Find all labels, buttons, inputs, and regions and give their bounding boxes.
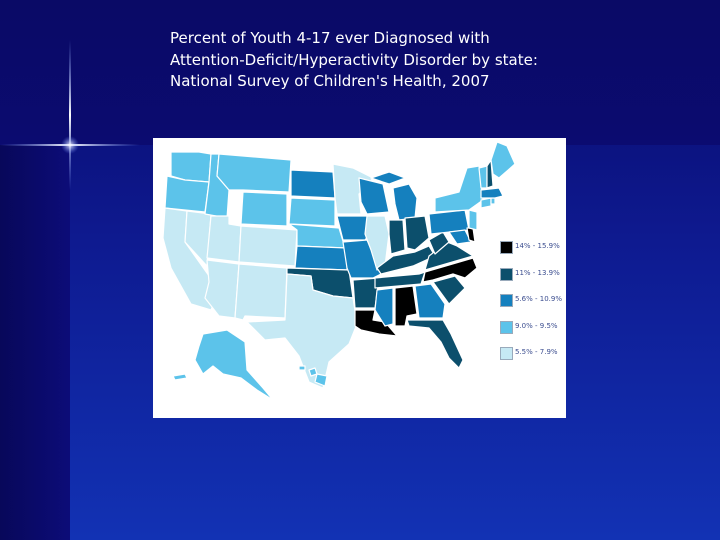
title-line-2: Attention-Deficit/Hyperactivity Disorder… — [170, 50, 538, 69]
legend-item: 5.6% - 10.9% — [500, 294, 562, 321]
state-nm — [234, 263, 288, 321]
state-ny — [434, 165, 484, 213]
state-wy — [240, 191, 288, 227]
sparkle-decoration — [0, 40, 140, 190]
legend-swatch — [500, 320, 513, 334]
state-sc — [432, 275, 466, 305]
state-al — [394, 285, 418, 327]
state-ut — [206, 215, 242, 263]
state-co — [238, 225, 298, 267]
state-ms — [374, 287, 394, 327]
state-sd — [288, 197, 336, 227]
state-ma — [480, 187, 504, 199]
state-tx — [246, 273, 358, 389]
state-wa — [170, 151, 212, 183]
legend-label: 9.0% - 9.5% — [515, 321, 558, 330]
state-nd — [290, 169, 336, 199]
legend-label: 5.6% - 10.9% — [515, 295, 562, 303]
slide-title: Percent of Youth 4-17 ever Diagnosed wit… — [170, 28, 590, 93]
state-la — [354, 309, 398, 337]
legend-swatch — [500, 294, 513, 307]
state-oh — [404, 215, 430, 251]
state-mn — [332, 163, 374, 215]
state-ri — [490, 197, 496, 205]
state-nj — [468, 209, 478, 231]
state-ks — [294, 245, 348, 271]
legend-item: 14% - 15.9% — [500, 241, 560, 268]
legend-label: 11% - 13.9% — [515, 268, 560, 277]
state-vt — [478, 165, 488, 189]
state-wv — [428, 231, 450, 255]
legend-item: 9.0% - 9.5% — [500, 320, 560, 348]
state-hi-2 — [308, 367, 318, 377]
state-tn — [374, 271, 426, 289]
state-mi-up — [370, 171, 406, 185]
state-ak — [194, 329, 274, 401]
state-ga — [414, 283, 446, 319]
legend-swatch — [500, 241, 513, 254]
us-choropleth-map: 14% - 15.9% 11% - 13.9% 5.6% - 10.9% 9.0… — [153, 138, 566, 418]
state-mi — [392, 183, 418, 221]
legend-item: 11% - 13.9% — [500, 267, 560, 295]
title-line-1: Percent of Youth 4-17 ever Diagnosed wit… — [170, 29, 490, 47]
state-nc — [422, 257, 478, 283]
state-ct — [480, 197, 492, 209]
legend-item: 5.5% - 7.9% — [500, 347, 560, 374]
state-fl — [406, 319, 464, 369]
state-ky — [376, 245, 436, 275]
map-legend: 14% - 15.9% 11% - 13.9% 5.6% - 10.9% 9.0… — [500, 241, 562, 374]
state-ak-islands — [172, 373, 188, 381]
us-states-map — [162, 141, 516, 401]
state-hi-3 — [314, 373, 328, 387]
title-line-3: National Survey of Children's Health, 20… — [170, 72, 490, 90]
slide-header-band — [0, 0, 720, 145]
legend-label: 5.5% - 7.9% — [515, 348, 558, 356]
state-wi — [358, 177, 390, 215]
legend-swatch — [500, 267, 513, 281]
state-mt — [216, 153, 292, 193]
state-hi-1 — [298, 365, 306, 371]
legend-swatch — [500, 347, 513, 360]
state-or — [164, 175, 210, 213]
state-me — [490, 141, 516, 179]
legend-label: 14% - 15.9% — [515, 242, 560, 250]
state-ne — [288, 223, 346, 249]
state-in — [388, 219, 406, 255]
state-md — [448, 229, 472, 245]
